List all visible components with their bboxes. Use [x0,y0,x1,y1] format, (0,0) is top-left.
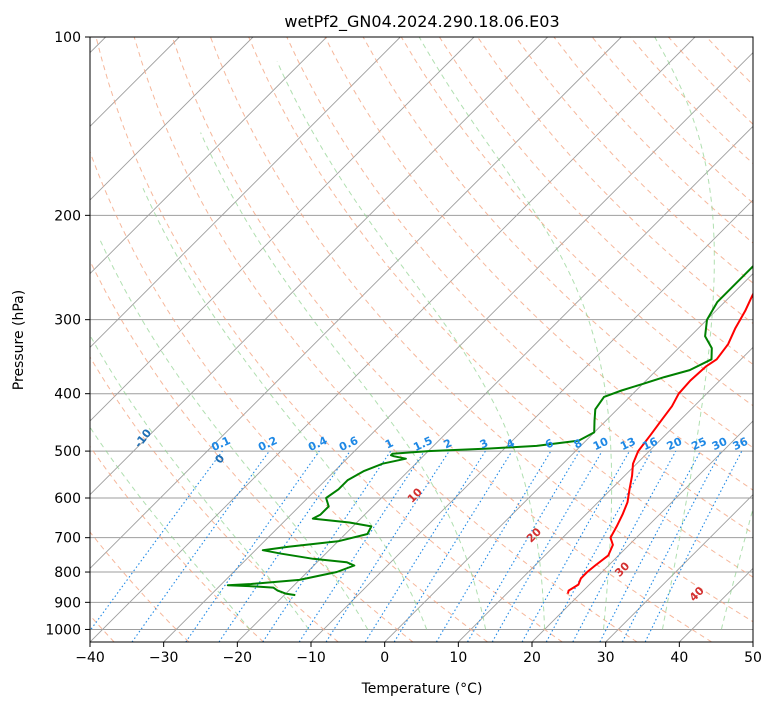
temperature-profile [566,291,753,594]
y-tick-label-3: 400 [54,387,81,403]
y-tick-label-5: 600 [54,491,81,507]
y-axis-title: Pressure (hPa) [11,290,27,390]
mixing-ratio-line-12 [521,450,630,642]
background-lines [90,37,753,642]
moist-adiabat-6 [418,37,613,630]
moist-adiabat-1 [90,334,310,630]
isotherm-5 [90,37,327,275]
x-tick-label-0: −40 [75,650,105,666]
dry-adiabat-6 [95,37,563,642]
x-tick-label-4: 0 [380,650,389,666]
mixing-ratio-label-15: 25 [689,435,708,453]
isotherm-17 [605,494,753,642]
y-tick-label-0: 100 [54,30,81,46]
x-tick-label-6: 20 [523,650,541,666]
isotherm-7 [90,37,475,422]
mixing-ratio-line-17 [644,450,743,642]
series-layer [226,264,753,597]
x-tick-label-9: 50 [744,650,762,666]
mixing-ratio-line-4 [262,450,392,642]
dry-adiabat-14 [400,37,753,407]
moist-adiabat-5 [276,61,546,630]
x-axis-title: Temperature (°C) [361,681,483,697]
dry-adiabat-11 [286,37,753,534]
dry-adiabat-10 [248,37,753,578]
x-tick-label-1: −30 [149,650,179,666]
mixing-ratio-line-3 [218,450,351,642]
x-tick-label-5: 10 [449,650,467,666]
dry-adiabat-9 [210,37,753,623]
moist-adiabat-7 [654,37,715,630]
y-tick-label-9: 1000 [45,622,81,638]
y-tick-label-4: 500 [54,444,81,460]
mixing-ratio-label-14: 20 [665,435,685,453]
x-tick-label-2: −20 [223,650,253,666]
isotherm-11 [163,52,753,642]
dewpoint-profile [226,264,753,597]
y-tick-label-2: 300 [54,313,81,329]
isotherm-14 [384,273,753,642]
mixing-ratio-line-1 [131,450,270,642]
isotherm-8 [90,37,548,496]
dry-adiabat-17 [515,37,753,284]
mixing-ratio-label-16: 30 [710,435,730,453]
dry-adiabat-4 [90,259,414,642]
x-axis: −40 −30 −20 −10 0 10 20 30 40 50 [75,642,762,666]
isotherm-4 [90,37,254,201]
dry-adiabat-1 [90,531,190,642]
dry-adiabat-7 [133,37,638,642]
isotherm-16 [531,420,753,642]
x-tick-label-8: 40 [670,650,688,666]
chart-title: wetPf2_GN04.2024.290.18.06.E03 [284,12,559,32]
y-tick-label-7: 800 [54,565,81,581]
dry-adiabat-2 [90,445,264,642]
x-tick-label-3: −10 [296,650,326,666]
y-tick-label-1: 200 [54,208,81,224]
dry-adiabat-15 [438,37,753,366]
dry-adiabat-3 [90,356,339,642]
dry-adiabat-8 [171,37,712,642]
isotherm-9 [90,37,622,569]
mixing-ratio-line-6 [325,450,450,642]
moist-adiabat-2 [99,239,369,630]
plot-frame [89,36,754,643]
mixing-ratio-label-12: 13 [618,435,637,453]
moist-adiabat-3 [142,187,428,630]
y-tick-label-8: 900 [54,595,81,611]
isotherm-10 [90,37,696,642]
isotherm-15 [458,346,753,642]
mixing-ratio-line-13 [545,450,653,642]
mixing-ratio-label-13: 16 [640,435,660,453]
mixing-ratio-line-2 [185,450,320,642]
dry-adiabat-5 [90,150,488,642]
mixing-ratio-line-14 [572,450,677,642]
mixing-ratio-line-8 [393,450,513,642]
y-axis: 100 200 300 400 500 600 700 800 900 1000 [45,30,90,638]
y-tick-label-6: 700 [54,531,81,547]
mixing-ratio-label-17: 36 [731,435,751,453]
x-tick-label-7: 30 [597,650,615,666]
mixing-ratio-label-11: 10 [591,435,611,453]
isotherm-6 [90,37,401,348]
moist-adiabat-0 [90,426,251,630]
moist-adiabat-4 [200,132,487,630]
mixing-ratio-line-0 [90,450,223,632]
